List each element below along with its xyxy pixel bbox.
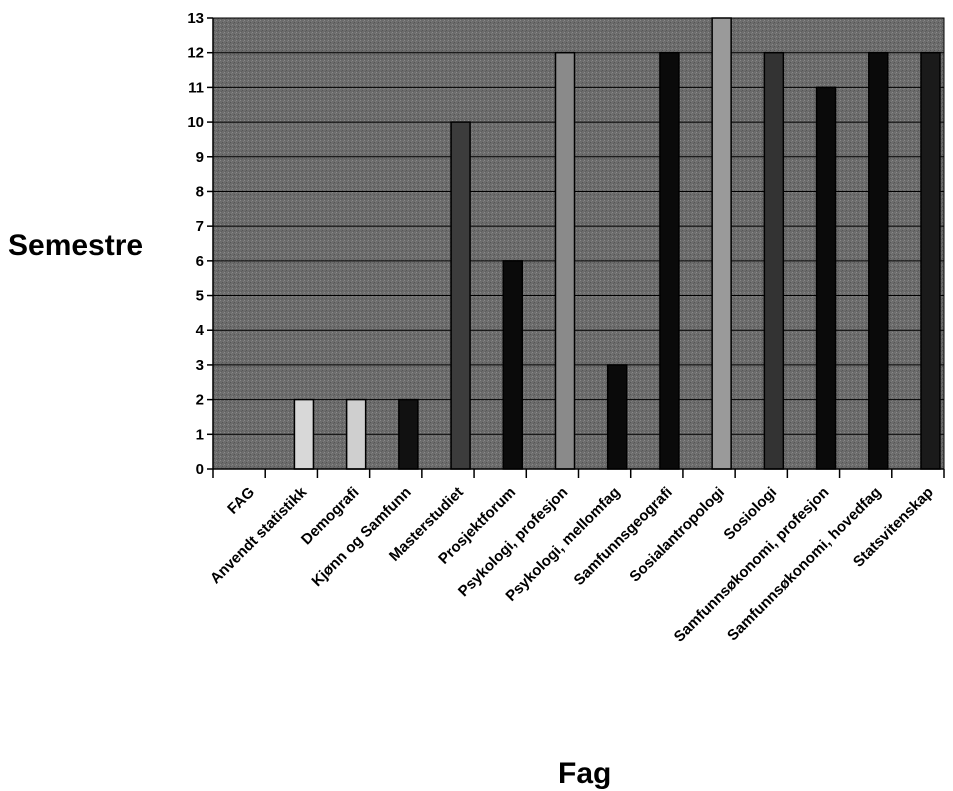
x-tick-label: Kjønn og Samfunn xyxy=(308,484,414,590)
bar xyxy=(711,17,732,470)
y-tick-label: 6 xyxy=(196,253,204,270)
y-tick-label: 12 xyxy=(187,45,204,62)
bar xyxy=(920,51,941,470)
y-tick-label: 7 xyxy=(196,218,204,235)
bar xyxy=(868,51,889,470)
y-tick-label: 8 xyxy=(196,183,204,200)
axes xyxy=(207,17,945,478)
x-axis-title: Fag xyxy=(558,757,611,790)
x-tick-label: Sosialantropologi xyxy=(626,484,728,586)
bar xyxy=(398,398,419,470)
y-tick-label: 9 xyxy=(196,149,204,166)
y-tick-label: 3 xyxy=(196,357,204,374)
bar xyxy=(815,86,837,470)
y-tick-label: 11 xyxy=(188,79,204,96)
bar xyxy=(554,51,576,470)
y-axis-title: Semestre xyxy=(8,229,143,262)
bar xyxy=(345,398,367,470)
y-tick-label: 5 xyxy=(196,288,204,305)
y-tick-label: 2 xyxy=(196,392,204,409)
x-tick-label: Anvendt statistikk xyxy=(207,483,311,587)
x-tick-label: Samfunnsgeografi xyxy=(571,484,676,589)
bar xyxy=(606,364,628,470)
y-tick-label: 10 xyxy=(187,114,204,131)
bar xyxy=(502,260,524,470)
x-tick-label: FAG xyxy=(224,484,258,518)
bar xyxy=(763,51,785,470)
y-tick-label: 4 xyxy=(196,322,205,339)
bars xyxy=(293,17,941,470)
bar xyxy=(450,121,471,470)
bar xyxy=(293,398,315,470)
y-tick-label: 13 xyxy=(187,10,204,27)
y-tick-label: 1 xyxy=(196,426,204,443)
y-tick-label: 0 xyxy=(196,461,204,478)
bar xyxy=(659,51,680,470)
